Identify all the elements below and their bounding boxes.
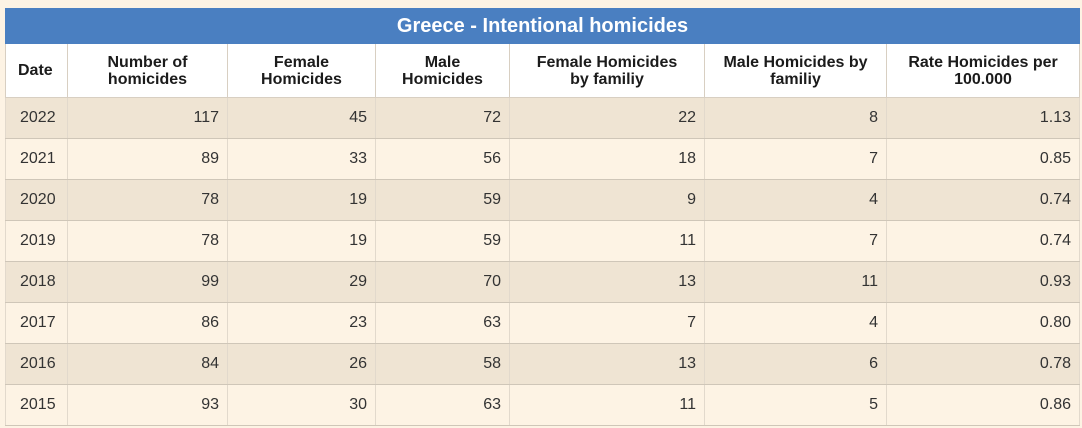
cell-number-of-homicides: 78 bbox=[67, 179, 228, 221]
table-row: 2021 89 33 56 18 7 0.85 bbox=[5, 138, 1081, 180]
cell-male-homicides: 63 bbox=[375, 384, 510, 426]
homicides-table: Greece - Intentional homicides Date Numbe… bbox=[4, 8, 1081, 426]
cell-female-homicides-by-family: 11 bbox=[509, 384, 705, 426]
cell-date: 2017 bbox=[5, 302, 68, 344]
column-header-text: Rate Homicides per bbox=[908, 53, 1058, 71]
cell-rate-homicides-per-100000: 0.74 bbox=[885, 179, 1081, 221]
table-header-row: Date Number of homicides Female Homicides Mal… bbox=[5, 43, 1081, 98]
cell-male-homicides-by-family: 4 bbox=[704, 302, 887, 344]
cell-date: 2018 bbox=[5, 261, 68, 303]
cell-number-of-homicides: 89 bbox=[67, 138, 228, 180]
cell-date: 2019 bbox=[5, 220, 68, 262]
column-header-female-homicides: Female Homicides bbox=[227, 43, 376, 98]
cell-male-homicides: 63 bbox=[375, 302, 510, 344]
cell-male-homicides-by-family: 8 bbox=[704, 97, 887, 139]
column-header-female-homicides-by-family: Female Homicides by familiy bbox=[509, 43, 705, 98]
cell-number-of-homicides: 78 bbox=[67, 220, 228, 262]
cell-rate-homicides-per-100000: 1.13 bbox=[885, 97, 1081, 139]
column-header-rate-homicides-per-100000: Rate Homicides per 100.000 bbox=[885, 43, 1081, 98]
cell-date: 2021 bbox=[5, 138, 68, 180]
cell-male-homicides-by-family: 11 bbox=[704, 261, 887, 303]
cell-male-homicides: 59 bbox=[375, 220, 510, 262]
cell-rate-homicides-per-100000: 0.78 bbox=[885, 343, 1081, 385]
cell-female-homicides: 26 bbox=[227, 343, 376, 385]
column-header-text: Number of bbox=[107, 53, 188, 71]
cell-male-homicides-by-family: 4 bbox=[704, 179, 887, 221]
cell-female-homicides: 29 bbox=[227, 261, 376, 303]
cell-female-homicides-by-family: 22 bbox=[509, 97, 705, 139]
column-header-male-homicides: Male Homicides bbox=[375, 43, 510, 98]
cell-female-homicides: 23 bbox=[227, 302, 376, 344]
cell-male-homicides-by-family: 6 bbox=[704, 343, 887, 385]
cell-male-homicides: 72 bbox=[375, 97, 510, 139]
cell-rate-homicides-per-100000: 0.74 bbox=[885, 220, 1081, 262]
column-header-date: Date bbox=[5, 43, 68, 98]
cell-number-of-homicides: 93 bbox=[67, 384, 228, 426]
cell-female-homicides-by-family: 18 bbox=[509, 138, 705, 180]
cell-rate-homicides-per-100000: 0.86 bbox=[885, 384, 1081, 426]
cell-female-homicides: 45 bbox=[227, 97, 376, 139]
table-row: 2017 86 23 63 7 4 0.80 bbox=[5, 302, 1081, 344]
table-caption-row: Greece - Intentional homicides bbox=[4, 8, 1081, 44]
cell-female-homicides-by-family: 13 bbox=[509, 261, 705, 303]
cell-female-homicides-by-family: 9 bbox=[509, 179, 705, 221]
column-header-text: Male Homicides by bbox=[723, 53, 868, 71]
cell-female-homicides-by-family: 13 bbox=[509, 343, 705, 385]
cell-date: 2016 bbox=[5, 343, 68, 385]
table-row: 2015 93 30 63 11 5 0.86 bbox=[5, 384, 1081, 426]
cell-rate-homicides-per-100000: 0.93 bbox=[885, 261, 1081, 303]
column-header-text: Female bbox=[273, 53, 330, 71]
cell-male-homicides: 56 bbox=[375, 138, 510, 180]
table-row: 2019 78 19 59 11 7 0.74 bbox=[5, 220, 1081, 262]
cell-female-homicides: 30 bbox=[227, 384, 376, 426]
column-header-text: familiy bbox=[770, 70, 821, 88]
cell-number-of-homicides: 117 bbox=[67, 97, 228, 139]
column-header-text: Date bbox=[18, 62, 53, 79]
cell-female-homicides: 33 bbox=[227, 138, 376, 180]
column-header-male-homicides-by-family: Male Homicides by familiy bbox=[704, 43, 887, 98]
table-title: Greece - Intentional homicides bbox=[4, 8, 1081, 44]
cell-male-homicides: 70 bbox=[375, 261, 510, 303]
cell-male-homicides-by-family: 7 bbox=[704, 138, 887, 180]
top-strip bbox=[0, 0, 1082, 8]
cell-female-homicides-by-family: 11 bbox=[509, 220, 705, 262]
cell-number-of-homicides: 99 bbox=[67, 261, 228, 303]
column-header-text: 100.000 bbox=[954, 70, 1012, 88]
cell-date: 2022 bbox=[5, 97, 68, 139]
table-body: 2022 117 45 72 22 8 1.13 2021 89 33 56 18 7 0.85 2020 7… bbox=[5, 97, 1081, 426]
cell-number-of-homicides: 86 bbox=[67, 302, 228, 344]
column-header-text: Homicides bbox=[261, 70, 342, 88]
cell-male-homicides-by-family: 5 bbox=[704, 384, 887, 426]
column-header-text: by familiy bbox=[570, 70, 644, 88]
column-header-text: homicides bbox=[107, 70, 188, 88]
cell-number-of-homicides: 84 bbox=[67, 343, 228, 385]
column-header-text: Male bbox=[424, 53, 461, 71]
cell-male-homicides: 58 bbox=[375, 343, 510, 385]
column-header-text: Female Homicides bbox=[536, 53, 678, 71]
cell-rate-homicides-per-100000: 0.80 bbox=[885, 302, 1081, 344]
cell-female-homicides: 19 bbox=[227, 179, 376, 221]
cell-date: 2015 bbox=[5, 384, 68, 426]
table-row: 2022 117 45 72 22 8 1.13 bbox=[5, 97, 1081, 139]
cell-female-homicides: 19 bbox=[227, 220, 376, 262]
table-row: 2016 84 26 58 13 6 0.78 bbox=[5, 343, 1081, 385]
table-row: 2018 99 29 70 13 11 0.93 bbox=[5, 261, 1081, 303]
table-row: 2020 78 19 59 9 4 0.74 bbox=[5, 179, 1081, 221]
cell-male-homicides-by-family: 7 bbox=[704, 220, 887, 262]
column-header-number-of-homicides: Number of homicides bbox=[67, 43, 228, 98]
cell-rate-homicides-per-100000: 0.85 bbox=[885, 138, 1081, 180]
cell-male-homicides: 59 bbox=[375, 179, 510, 221]
cell-date: 2020 bbox=[5, 179, 68, 221]
column-header-text: Homicides bbox=[402, 70, 483, 88]
cell-female-homicides-by-family: 7 bbox=[509, 302, 705, 344]
